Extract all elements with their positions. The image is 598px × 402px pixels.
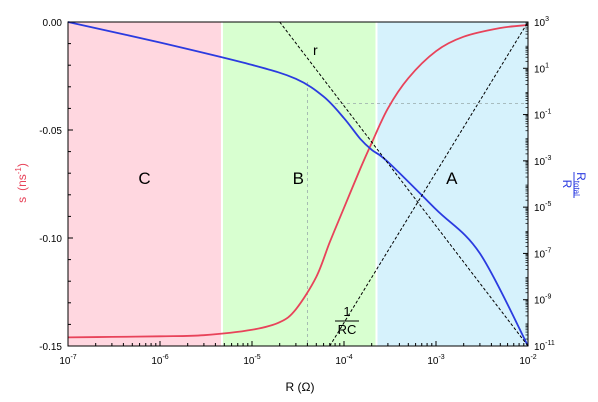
x-tick-label: 10-2	[519, 354, 536, 367]
series-layer	[67, 21, 529, 347]
right-y-axis-label: Rtotal R	[560, 172, 588, 198]
svg-text:R: R	[560, 180, 574, 189]
region-label-a: A	[446, 169, 458, 188]
x-tick-label: 10-6	[151, 354, 168, 367]
right-y-tick-label: 10-1	[534, 109, 551, 122]
region-label-b: B	[293, 169, 304, 188]
left-y-tick-label: -0.05	[39, 126, 62, 137]
x-tick-label: 10-4	[335, 354, 352, 367]
right-y-tick-label: 10-7	[534, 247, 551, 260]
left-y-tick-label: -0.15	[39, 342, 62, 353]
left-y-axis-label: s(ns-1)	[14, 163, 29, 203]
right-y-tick-label: 10-9	[534, 294, 551, 307]
left-y-tick-label: 0.00	[43, 18, 63, 29]
asymptote-r-line	[279, 21, 529, 347]
plot-border	[67, 21, 529, 347]
region-c	[68, 22, 221, 346]
asymptote-r-label: r	[313, 42, 318, 58]
asymptote-rc-label-denominator: RC	[338, 322, 357, 337]
asymptote-layer	[279, 21, 529, 347]
svg-text:Rtotal: Rtotal	[572, 172, 588, 196]
ticks-layer: 10-7 10-6 10-5 10-4 10-3 10-2 0.00 -0.05 -0.10 -0…	[39, 16, 555, 367]
right-y-tick-label: 103	[534, 16, 549, 29]
right-y-tick-label: 10-3	[534, 155, 551, 168]
background-regions	[68, 22, 528, 346]
region-a	[377, 22, 528, 346]
series-line-right	[67, 21, 529, 347]
region-label-c: C	[138, 169, 150, 188]
x-axis-label: R (Ω)	[286, 380, 315, 394]
left-y-tick-label: -0.10	[39, 234, 62, 245]
asymptote-rc-line	[329, 21, 529, 347]
plot-frame	[67, 21, 529, 347]
right-y-tick-label: 101	[534, 62, 549, 75]
right-y-tick-label: 10-11	[534, 340, 555, 353]
region-b	[222, 22, 376, 346]
reference-lines	[306, 82, 528, 346]
x-tick-label: 10-3	[427, 354, 444, 367]
x-tick-label: 10-5	[243, 354, 260, 367]
asymptote-rc-label-numerator: 1	[343, 304, 350, 319]
x-tick-label: 10-7	[59, 354, 76, 367]
right-y-tick-label: 10-5	[534, 201, 551, 214]
series-line-left	[67, 24, 529, 339]
